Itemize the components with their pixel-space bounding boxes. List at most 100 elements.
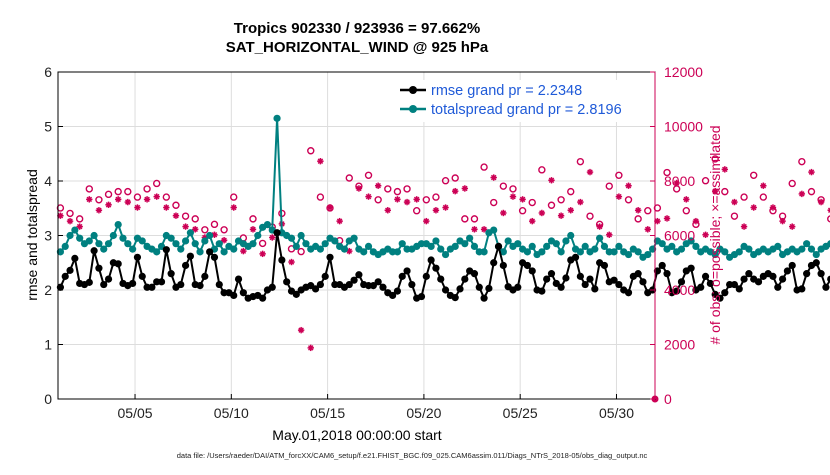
series-point (701, 272, 710, 280)
obs-assimilated-stroke (115, 196, 121, 203)
obs-assimilated-stroke (86, 196, 93, 203)
obs-assimilated-stroke (327, 204, 333, 211)
series-point (600, 261, 609, 270)
series-point (687, 237, 695, 245)
obs-assimilated-point (153, 193, 160, 200)
obs-assimilated-stroke (76, 223, 83, 230)
obs-assimilated-point (615, 193, 623, 200)
series-point (788, 261, 796, 270)
series-point (350, 276, 358, 284)
series-point (263, 221, 272, 229)
series-point (461, 240, 469, 248)
obs-assimilated-stroke (153, 193, 160, 200)
series-point (798, 245, 806, 253)
series-point (259, 294, 267, 302)
y2-tick-label: 2000 (664, 337, 695, 353)
series-point (230, 291, 238, 300)
series-point (331, 237, 339, 245)
series-point (475, 283, 483, 291)
series-point (201, 237, 209, 245)
obs-possible-point (172, 201, 180, 209)
obs-assimilated-stroke (404, 199, 410, 205)
series-point (740, 275, 748, 283)
series-point (470, 242, 479, 250)
series-point (461, 275, 469, 283)
series-point (369, 282, 377, 290)
series-point (504, 237, 512, 245)
obs-possible-point (749, 171, 758, 179)
series-point (581, 242, 589, 250)
obs-assimilated-point (740, 223, 748, 230)
series-point (76, 234, 84, 242)
series-point (798, 285, 806, 293)
obs-possible-point (210, 220, 219, 229)
y2-axis: 0 2000 4000 6000 8000 10000 12000 (650, 64, 703, 407)
series-point (283, 278, 291, 286)
series-point (807, 245, 816, 253)
series-point (571, 253, 580, 261)
series-point (215, 240, 223, 248)
line-series-group (56, 114, 830, 302)
obs-assimilated-stroke (616, 193, 622, 200)
y-axis: 0 1 2 3 4 5 6 (44, 64, 63, 407)
series-point (735, 248, 743, 256)
legend-box (395, 80, 623, 122)
series-point (557, 283, 565, 291)
obs-assimilated-point (702, 231, 709, 238)
series-point (451, 294, 459, 302)
series-point (494, 242, 503, 250)
obs-possible-point (730, 212, 739, 220)
series-point (547, 270, 556, 278)
legend-label-rmse: rmse grand pr = 2.2348 (431, 83, 582, 99)
series-point (100, 245, 108, 253)
footnote: data file: /Users/raeder/DAI/ATM_forcXX/… (177, 451, 648, 460)
obs-assimilated-point (644, 226, 651, 233)
series-point (292, 290, 300, 298)
obs-assimilated-point (711, 187, 719, 195)
obs-assimilated-stroke (577, 199, 584, 205)
legend-marker-totalspread (409, 105, 417, 113)
series-point (254, 231, 262, 240)
y2-tick-label: 4000 (664, 282, 695, 298)
series-point (379, 283, 387, 291)
series-point (206, 231, 214, 240)
obs-assimilated-point (779, 217, 786, 225)
obs-possible-point (634, 215, 642, 223)
series-point (191, 240, 199, 248)
series-point (490, 259, 498, 267)
series-point (817, 270, 825, 278)
obs-possible-point (711, 155, 719, 163)
series-point (745, 270, 753, 278)
series-point (668, 242, 676, 250)
series-point (480, 294, 488, 302)
y2-tick-label: 10000 (664, 119, 703, 135)
series-point (441, 250, 450, 259)
series-point (803, 240, 811, 248)
series-point (321, 240, 329, 248)
obs-assimilated-point (663, 215, 671, 222)
obs-assimilated-point (500, 209, 507, 217)
series-point (514, 240, 522, 248)
obs-possible-point (499, 182, 508, 190)
series-point (639, 278, 647, 286)
obs-possible-point (258, 239, 267, 248)
series-point (783, 267, 791, 275)
obs-possible-point (740, 193, 748, 201)
legend: rmse grand pr = 2.2348 totalspread grand… (395, 80, 623, 122)
series-point (706, 279, 714, 288)
obs-assimilated-point (519, 196, 526, 203)
obs-assimilated-stroke (712, 188, 718, 194)
series-point (109, 231, 117, 240)
series-point (466, 234, 474, 242)
obs-assimilated-point (240, 247, 247, 255)
obs-assimilated-stroke (221, 237, 227, 243)
obs-assimilated-stroke (336, 218, 343, 224)
series-point (104, 275, 113, 283)
obs-assimilated-point (134, 204, 141, 211)
obs-assimilated-stroke (760, 182, 767, 189)
obs-assimilated-point (606, 231, 613, 238)
series-point (364, 242, 373, 250)
obs-assimilated-point (827, 207, 830, 214)
series-point (114, 221, 122, 229)
obs-assimilated-point (259, 250, 266, 258)
